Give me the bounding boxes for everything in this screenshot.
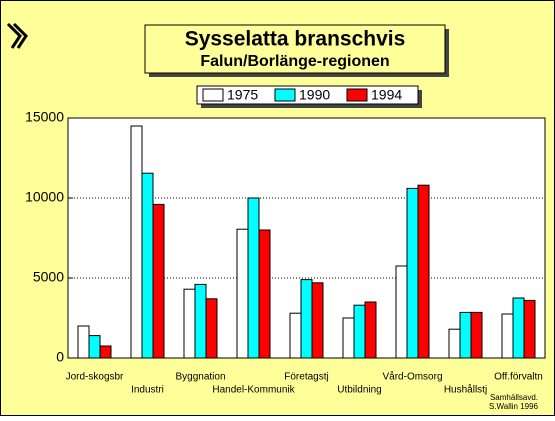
bar — [77, 325, 90, 359]
x-tick-label: Vård-Omsorg — [382, 371, 442, 383]
bar — [311, 282, 324, 359]
x-tick-label: Handel-Kommunik — [212, 385, 295, 396]
bar — [512, 297, 525, 359]
x-tick-label: Hushållstj — [444, 384, 487, 396]
chart-title: Sysselatta branschvis — [185, 28, 406, 51]
legend-swatch — [274, 88, 296, 102]
x-tick-label: Byggnation — [175, 372, 225, 383]
bar — [501, 313, 514, 359]
x-tick-label: Utbildning — [337, 385, 381, 396]
title-box — [144, 24, 446, 74]
bar — [395, 265, 408, 359]
x-tick-label: Off.förvaltn — [494, 372, 543, 383]
legend-swatch — [202, 88, 224, 102]
bar — [99, 345, 112, 359]
logo — [6, 22, 28, 49]
bar — [364, 301, 377, 359]
bar — [353, 304, 366, 359]
bar — [459, 311, 472, 359]
bar — [417, 184, 430, 359]
legend-label: 1990 — [299, 87, 330, 103]
bar — [470, 311, 483, 359]
bar — [88, 335, 101, 359]
y-tick-label: 10000 — [25, 189, 64, 205]
bar — [342, 317, 355, 359]
bar — [289, 312, 302, 359]
bar — [247, 197, 260, 359]
footnote: Samhällsavd. — [490, 393, 538, 402]
bar — [194, 283, 207, 359]
bar — [130, 125, 143, 359]
x-tick-label: Företagstj — [284, 372, 328, 383]
bar — [300, 279, 313, 359]
y-tick-label: 5000 — [33, 269, 64, 285]
bar — [406, 187, 419, 359]
bar — [523, 299, 536, 359]
x-tick-label: Industri — [131, 385, 164, 396]
x-tick-label: Jord-skogsbr — [66, 372, 124, 383]
bar — [236, 228, 249, 359]
y-tick-label: 15000 — [25, 109, 64, 125]
legend-swatch — [346, 88, 368, 102]
bar — [183, 288, 196, 359]
bar — [152, 203, 165, 359]
bar — [448, 328, 461, 359]
legend-label: 1975 — [227, 87, 258, 103]
chart-subtitle: Falun/Borlänge-regionen — [200, 53, 389, 70]
bar — [258, 229, 271, 359]
bar — [141, 172, 154, 359]
footnote: S.Wallin 1996 — [489, 402, 539, 411]
legend-label: 1994 — [371, 87, 402, 103]
y-tick-label: 0 — [56, 349, 64, 365]
bar — [205, 298, 218, 359]
